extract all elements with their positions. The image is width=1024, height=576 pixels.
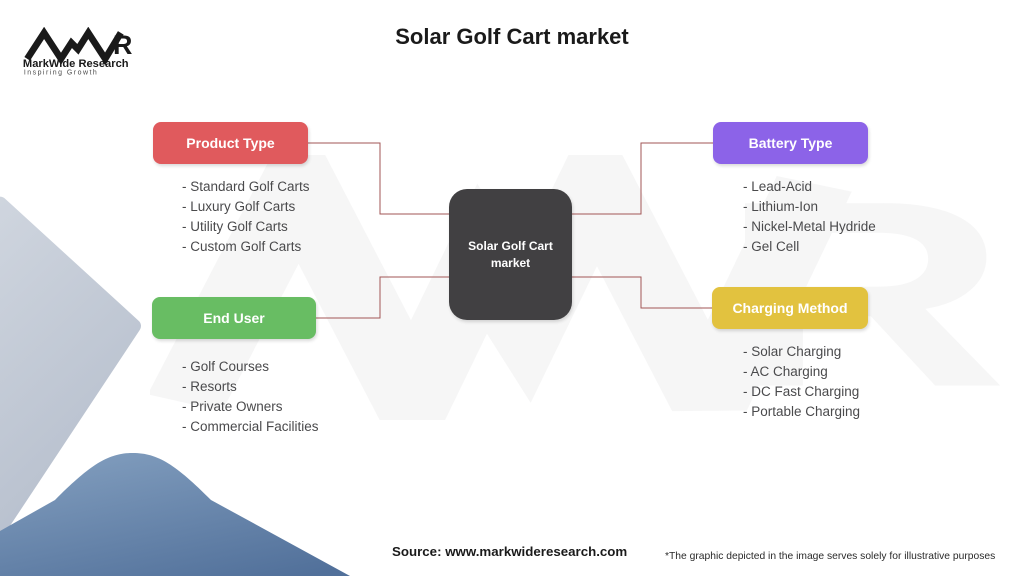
svg-text:Inspiring Growth: Inspiring Growth — [24, 69, 98, 76]
svg-text:MarkWide Research: MarkWide Research — [23, 58, 129, 70]
